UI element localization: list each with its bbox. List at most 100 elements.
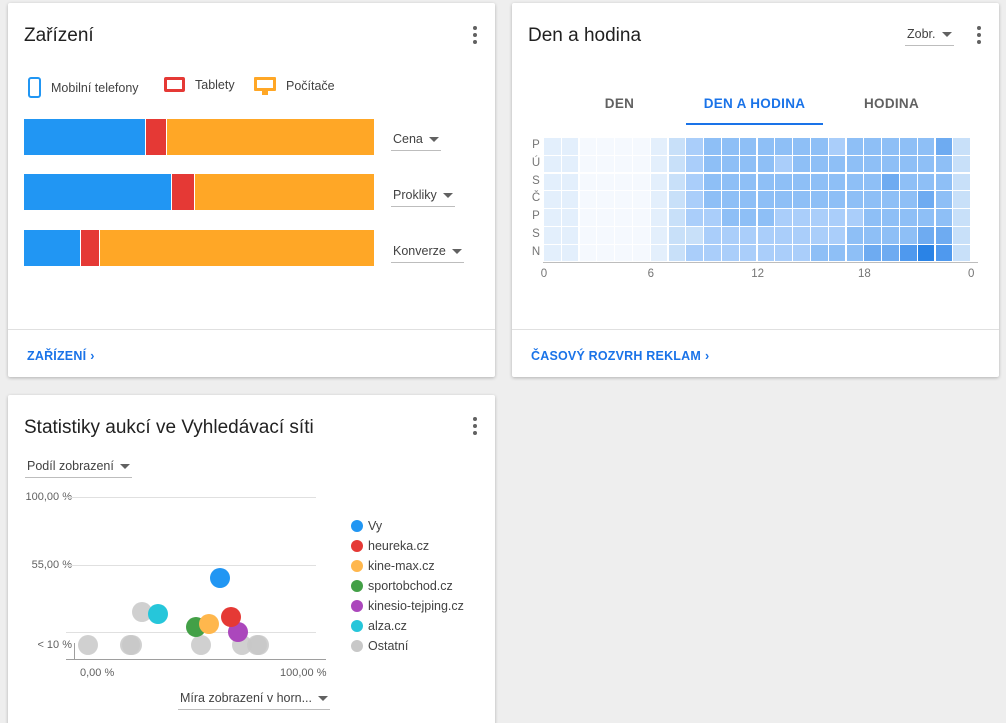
heatmap-cell[interactable] (668, 244, 686, 262)
legend-item[interactable]: kinesio-tejping.cz (351, 599, 464, 613)
heatmap-cell[interactable] (597, 173, 614, 191)
heatmap-cell[interactable] (739, 191, 757, 208)
scatter-point[interactable] (199, 614, 220, 635)
heatmap-cell[interactable] (864, 155, 881, 173)
heatmap-cell[interactable] (579, 138, 597, 155)
heatmap-cell[interactable] (615, 155, 632, 173)
heatmap-cell[interactable] (793, 244, 810, 262)
heatmap-cell[interactable] (828, 138, 846, 155)
day-hour-more-menu-icon[interactable] (969, 25, 989, 45)
tab-day-hour[interactable]: DEN A HODINA (686, 85, 823, 125)
heatmap-cell[interactable] (793, 155, 810, 173)
heatmap-cell[interactable] (722, 244, 739, 262)
heatmap-cell[interactable] (846, 173, 864, 191)
heatmap-cell[interactable] (882, 191, 899, 208)
heatmap-cell[interactable] (917, 227, 935, 244)
scatter-point[interactable] (132, 602, 153, 623)
heatmap-cell[interactable] (722, 227, 739, 244)
heatmap-cell[interactable] (633, 244, 650, 262)
metric-dropdown-prokliky[interactable]: Prokliky (391, 188, 455, 207)
heatmap-cell[interactable] (811, 173, 828, 191)
heatmap-cell[interactable] (633, 191, 650, 208)
heatmap-cell[interactable] (917, 244, 935, 262)
heatmap-cell[interactable] (811, 191, 828, 208)
heatmap-cell[interactable] (739, 173, 757, 191)
heatmap-cell[interactable] (793, 227, 810, 244)
heatmap-cell[interactable] (935, 138, 953, 155)
scatter-point[interactable] (210, 568, 231, 589)
heatmap-cell[interactable] (864, 244, 881, 262)
heatmap-cell[interactable] (704, 209, 721, 226)
heatmap-cell[interactable] (828, 244, 846, 262)
heatmap-cell[interactable] (917, 209, 935, 226)
heatmap-cell[interactable] (561, 138, 579, 155)
heatmap-cell[interactable] (953, 173, 970, 191)
heatmap-cell[interactable] (757, 244, 775, 262)
heatmap-cell[interactable] (811, 209, 828, 226)
heatmap-cell[interactable] (597, 191, 614, 208)
ad-schedule-footer-link[interactable]: ČASOVÝ ROZVRH REKLAM › (531, 349, 709, 363)
heatmap-cell[interactable] (579, 173, 597, 191)
heatmap-cell[interactable] (757, 173, 775, 191)
heatmap-cell[interactable] (544, 173, 561, 191)
devices-footer-link[interactable]: ZAŘÍZENÍ › (27, 349, 95, 363)
heatmap-cell[interactable] (686, 244, 703, 262)
heatmap-cell[interactable] (900, 173, 917, 191)
heatmap-cell[interactable] (668, 173, 686, 191)
heatmap-cell[interactable] (650, 227, 668, 244)
heatmap-cell[interactable] (900, 227, 917, 244)
heatmap-cell[interactable] (811, 244, 828, 262)
heatmap-cell[interactable] (739, 227, 757, 244)
heatmap-cell[interactable] (882, 227, 899, 244)
heatmap-cell[interactable] (668, 155, 686, 173)
heatmap-cell[interactable] (828, 173, 846, 191)
heatmap-cell[interactable] (864, 191, 881, 208)
heatmap-cell[interactable] (775, 191, 792, 208)
heatmap-cell[interactable] (722, 209, 739, 226)
heatmap-cell[interactable] (828, 227, 846, 244)
x-metric-dropdown[interactable]: Míra zobrazení v horn... (178, 691, 331, 710)
heatmap-cell[interactable] (917, 173, 935, 191)
heatmap-cell[interactable] (615, 138, 632, 155)
heatmap-cell[interactable] (544, 244, 561, 262)
heatmap-cell[interactable] (775, 138, 792, 155)
heatmap-cell[interactable] (793, 191, 810, 208)
heatmap-cell[interactable] (722, 155, 739, 173)
heatmap-cell[interactable] (544, 227, 561, 244)
heatmap-cell[interactable] (882, 209, 899, 226)
heatmap-cell[interactable] (704, 227, 721, 244)
heatmap-cell[interactable] (633, 155, 650, 173)
heatmap-cell[interactable] (704, 191, 721, 208)
metric-dropdown-konverze[interactable]: Konverze (391, 244, 464, 263)
metric-dropdown-cena[interactable]: Cena (391, 132, 441, 151)
heatmap-cell[interactable] (615, 209, 632, 226)
heatmap-cell[interactable] (935, 209, 953, 226)
heatmap-cell[interactable] (686, 155, 703, 173)
heatmap-cell[interactable] (561, 155, 579, 173)
heatmap-cell[interactable] (935, 155, 953, 173)
tab-day[interactable]: DEN (572, 85, 667, 125)
heatmap-cell[interactable] (935, 227, 953, 244)
heatmap-cell[interactable] (650, 209, 668, 226)
heatmap-cell[interactable] (811, 138, 828, 155)
auction-more-menu-icon[interactable] (465, 416, 485, 436)
heatmap-cell[interactable] (846, 138, 864, 155)
legend-item[interactable]: alza.cz (351, 619, 407, 633)
heatmap-cell[interactable] (579, 155, 597, 173)
heatmap-cell[interactable] (615, 173, 632, 191)
heatmap-cell[interactable] (900, 244, 917, 262)
heatmap-cell[interactable] (722, 191, 739, 208)
heatmap-cell[interactable] (953, 209, 970, 226)
heatmap-cell[interactable] (544, 138, 561, 155)
heatmap-cell[interactable] (739, 244, 757, 262)
heatmap-cell[interactable] (686, 138, 703, 155)
heatmap-cell[interactable] (579, 244, 597, 262)
heatmap-cell[interactable] (704, 155, 721, 173)
heatmap-cell[interactable] (615, 191, 632, 208)
heatmap-cell[interactable] (544, 191, 561, 208)
heatmap-cell[interactable] (864, 173, 881, 191)
heatmap-cell[interactable] (739, 209, 757, 226)
heatmap-cell[interactable] (828, 209, 846, 226)
scatter-point[interactable] (78, 635, 99, 655)
heatmap-cell[interactable] (579, 209, 597, 226)
